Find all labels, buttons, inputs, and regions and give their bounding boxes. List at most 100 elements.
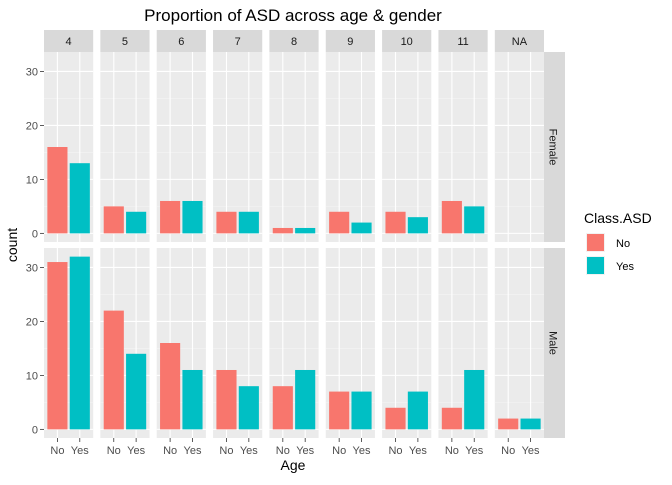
legend-swatch-no <box>587 234 604 251</box>
x-tick-label: No <box>332 445 346 457</box>
bar-female-11-yes <box>464 206 485 234</box>
column-strip-7 <box>213 30 263 52</box>
y-tick-label: 0 <box>32 228 38 240</box>
legend: Class.ASD No Yes <box>584 210 652 275</box>
bar-female-9-yes <box>351 222 372 234</box>
bar-male-8-yes <box>295 369 316 430</box>
y-tick-label: 30 <box>26 262 38 274</box>
x-tick-label: No <box>219 445 233 457</box>
column-strip-9 <box>325 30 375 52</box>
column-strip-label-10: 10 <box>401 36 413 48</box>
chart-title: Proportion of ASD across age & gender <box>144 6 442 25</box>
bar-male-7-no <box>216 369 237 430</box>
row-strip-female <box>542 52 565 242</box>
bar-female-10-yes <box>407 217 428 234</box>
bar-female-11-no <box>441 200 462 234</box>
x-tick-label: No <box>388 445 402 457</box>
legend-swatch-yes <box>587 257 604 274</box>
y-tick-label: 10 <box>26 174 38 186</box>
bar-female-5-yes <box>126 211 147 234</box>
x-tick-label: No <box>445 445 459 457</box>
bar-female-5-no <box>103 206 124 234</box>
panels-layer: 4 5 6 7 8 9 10 11 NA Female 0 10 20 30 Male 0 10 20 30 No Ye… <box>26 30 565 457</box>
panel-female-9 <box>325 52 375 242</box>
bar-male-11-no <box>441 407 462 430</box>
x-tick-label: No <box>50 445 64 457</box>
x-tick-label: No <box>107 445 121 457</box>
column-strip-label-9: 9 <box>347 36 353 48</box>
bar-male-4-yes <box>69 256 90 430</box>
y-tick-label: 20 <box>26 120 38 132</box>
x-tick-label: Yes <box>353 445 371 457</box>
bar-female-6-no <box>160 200 181 234</box>
bar-male-7-yes <box>238 386 259 430</box>
column-strip-8 <box>269 30 319 52</box>
panel-female-8 <box>269 52 319 242</box>
column-strip-label-6: 6 <box>178 36 184 48</box>
row-strip-label-male: Male <box>547 331 559 355</box>
bar-female-8-no <box>272 227 293 234</box>
legend-label-no: No <box>616 238 630 250</box>
bar-male-4-no <box>47 262 68 430</box>
column-strip-5 <box>100 30 150 52</box>
column-strip-label-4: 4 <box>66 36 72 48</box>
y-tick-label: 20 <box>26 316 38 328</box>
legend-title: Class.ASD <box>584 210 652 226</box>
bar-male-9-no <box>329 391 350 430</box>
bar-female-4-yes <box>69 163 90 234</box>
bar-female-4-no <box>47 147 68 234</box>
column-strip-label-5: 5 <box>122 36 128 48</box>
bar-male-NA-no <box>498 418 519 430</box>
column-strip-11 <box>438 30 488 52</box>
legend-label-yes: Yes <box>616 261 634 273</box>
column-strip-4 <box>44 30 94 52</box>
bar-male-10-no <box>385 407 406 430</box>
bar-male-6-yes <box>182 369 203 430</box>
bar-male-6-no <box>160 343 181 430</box>
bar-female-7-yes <box>238 211 259 234</box>
column-strip-10 <box>382 30 432 52</box>
y-tick-label: 10 <box>26 370 38 382</box>
x-axis-label: Age <box>281 457 306 473</box>
x-tick-label: Yes <box>296 445 314 457</box>
bar-male-9-yes <box>351 391 372 430</box>
y-tick-label: 0 <box>32 424 38 436</box>
column-strip-6 <box>156 30 206 52</box>
bar-male-NA-yes <box>520 418 541 430</box>
bar-female-7-no <box>216 211 237 234</box>
x-tick-label: Yes <box>465 445 483 457</box>
bar-female-8-yes <box>295 227 316 234</box>
x-tick-label: Yes <box>184 445 202 457</box>
bar-male-5-no <box>103 310 124 430</box>
column-strip-label-11: 11 <box>457 36 468 48</box>
y-tick-label: 30 <box>26 66 38 78</box>
bar-female-10-no <box>385 211 406 234</box>
x-tick-label: Yes <box>127 445 145 457</box>
bar-male-11-yes <box>464 369 485 430</box>
x-tick-label: Yes <box>522 445 540 457</box>
row-strip-label-female: Female <box>547 129 559 166</box>
x-tick-label: Yes <box>409 445 427 457</box>
column-strip-label-7: 7 <box>235 36 241 48</box>
column-strip-NA <box>494 30 544 52</box>
bar-male-10-yes <box>407 391 428 430</box>
bar-male-8-no <box>272 386 293 430</box>
panel-female-NA <box>494 52 544 242</box>
x-tick-label: No <box>163 445 177 457</box>
x-tick-label: No <box>276 445 290 457</box>
column-strip-label-8: 8 <box>291 36 297 48</box>
x-tick-label: No <box>501 445 515 457</box>
bar-male-5-yes <box>126 353 147 430</box>
panel-female-7 <box>213 52 263 242</box>
x-tick-label: Yes <box>71 445 89 457</box>
x-tick-label: Yes <box>240 445 258 457</box>
y-axis-label: count <box>4 228 20 262</box>
panel-male-NA <box>494 248 544 438</box>
column-strip-label-NA: NA <box>512 36 528 48</box>
bar-female-6-yes <box>182 200 203 234</box>
row-strip-male <box>542 248 565 438</box>
panel-female-10 <box>382 52 432 242</box>
bar-female-9-no <box>329 211 350 234</box>
